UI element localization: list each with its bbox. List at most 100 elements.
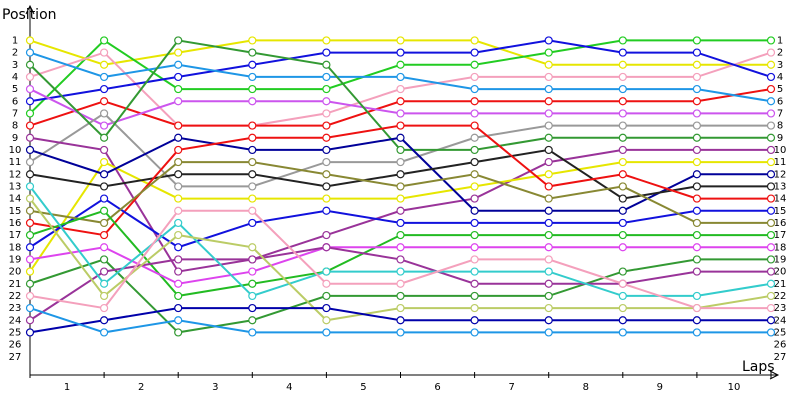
point-marker <box>174 182 183 191</box>
point-marker <box>248 291 257 301</box>
point-marker <box>396 267 405 276</box>
point-marker <box>618 109 627 118</box>
point-marker <box>618 157 627 167</box>
point-marker <box>322 194 331 203</box>
point-marker <box>544 60 553 69</box>
point-marker <box>99 157 109 167</box>
point-marker <box>396 121 405 130</box>
point-marker <box>396 230 405 240</box>
point-marker <box>174 243 183 252</box>
point-marker <box>396 97 405 106</box>
point-marker <box>248 60 257 69</box>
point-marker <box>99 84 109 94</box>
point-marker <box>99 206 109 215</box>
point-marker <box>470 303 479 313</box>
point-marker <box>470 60 479 69</box>
point-marker <box>692 243 702 252</box>
point-marker <box>396 243 405 252</box>
point-marker <box>618 97 627 106</box>
point-marker <box>692 218 702 228</box>
point-marker <box>544 109 553 118</box>
point-marker <box>248 36 257 45</box>
point-marker <box>25 291 35 301</box>
point-marker <box>174 206 183 215</box>
point-marker <box>618 36 627 45</box>
point-marker <box>174 170 183 179</box>
point-marker <box>692 206 702 215</box>
x-tick-label: 8 <box>583 382 589 393</box>
y-axis-arrow <box>25 4 35 15</box>
point-marker <box>174 60 183 69</box>
point-marker <box>470 182 479 191</box>
point-marker <box>248 97 257 106</box>
point-marker <box>470 316 479 325</box>
y-tick-label-right: 10 <box>774 145 787 156</box>
y-tick-label: 21 <box>9 279 22 290</box>
point-marker <box>618 194 627 203</box>
point-marker <box>544 316 553 325</box>
y-tick-label-right: 23 <box>774 303 787 314</box>
point-marker <box>470 48 479 57</box>
point-marker <box>692 303 702 313</box>
point-marker <box>618 145 627 155</box>
point-marker <box>322 36 331 45</box>
point-marker <box>248 267 257 276</box>
point-marker <box>396 328 405 337</box>
point-marker <box>174 72 183 82</box>
point-marker <box>396 194 405 203</box>
point-marker <box>322 72 331 82</box>
point-marker <box>25 255 35 264</box>
point-marker <box>692 328 702 337</box>
point-marker <box>618 303 627 313</box>
point-marker <box>25 36 35 45</box>
point-marker <box>692 182 702 191</box>
point-marker <box>692 316 702 325</box>
x-tick-label: 3 <box>212 382 218 393</box>
point-marker <box>322 121 331 130</box>
y-tick-label-right: 12 <box>774 169 787 180</box>
point-marker <box>544 97 553 106</box>
point-marker <box>766 194 776 203</box>
y-tick-label-right: 2 <box>777 48 783 59</box>
point-marker <box>544 218 553 228</box>
point-marker <box>618 170 627 179</box>
point-marker <box>99 109 109 118</box>
point-marker <box>322 97 331 106</box>
point-marker <box>25 133 35 142</box>
y-tick-label: 17 <box>9 230 22 241</box>
point-marker <box>544 255 553 264</box>
y-tick-label-right: 11 <box>774 157 787 168</box>
point-marker <box>396 170 405 179</box>
y-tick-label-right: 26 <box>774 340 787 351</box>
point-marker <box>766 243 776 252</box>
point-marker <box>396 72 405 82</box>
point-marker <box>174 230 183 240</box>
point-marker <box>322 60 331 69</box>
x-tick-label: 5 <box>360 382 366 393</box>
point-marker <box>396 303 405 313</box>
point-marker <box>248 255 257 264</box>
point-marker <box>618 243 627 252</box>
y-tick-label: 25 <box>9 327 22 338</box>
y-axis-title: Position <box>2 7 57 23</box>
point-marker <box>322 230 331 240</box>
point-marker <box>99 255 109 264</box>
series-line <box>29 185 772 298</box>
point-marker <box>248 133 257 142</box>
point-marker <box>322 157 331 167</box>
point-marker <box>692 121 702 130</box>
point-marker <box>544 157 553 167</box>
point-marker <box>99 72 109 82</box>
point-marker <box>322 267 331 276</box>
y-tick-label-right: 16 <box>774 218 787 229</box>
x-axis-title: Laps <box>742 359 775 375</box>
point-marker <box>766 170 776 179</box>
point-marker <box>766 60 776 69</box>
y-tick-label: 27 <box>9 352 22 363</box>
point-marker <box>396 145 405 155</box>
y-tick-label: 16 <box>9 218 22 229</box>
point-marker <box>248 145 257 155</box>
point-marker <box>544 279 553 288</box>
point-marker <box>99 218 109 228</box>
